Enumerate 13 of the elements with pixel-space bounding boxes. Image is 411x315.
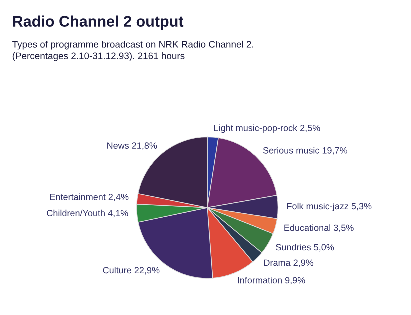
slice-label: Educational 3,5% xyxy=(284,224,354,232)
chart-subtitle: Types of programme broadcast on NRK Radio Channel 2. (Percentages 2.10-31.12.93). 2161 hours xyxy=(12,40,254,62)
slice-label: Entertainment 2,4% xyxy=(50,194,129,202)
slice-label: Children/Youth 4,1% xyxy=(47,210,128,218)
chart-title: Radio Channel 2 output xyxy=(13,16,184,30)
slice-label: Light music-pop-rock 2,5% xyxy=(214,124,320,134)
slice-label: Folk music-jazz 5,3% xyxy=(287,202,372,212)
slice-label: Culture 22,9% xyxy=(103,267,160,275)
slice-label: Information 9,9% xyxy=(238,277,306,285)
slice-label: News 21,8% xyxy=(108,142,158,150)
slice-label: Serious music 19,7% xyxy=(263,147,348,155)
slice-label: Drama 2,9% xyxy=(264,260,314,268)
slice-label: Sundries 5,0% xyxy=(276,244,334,252)
